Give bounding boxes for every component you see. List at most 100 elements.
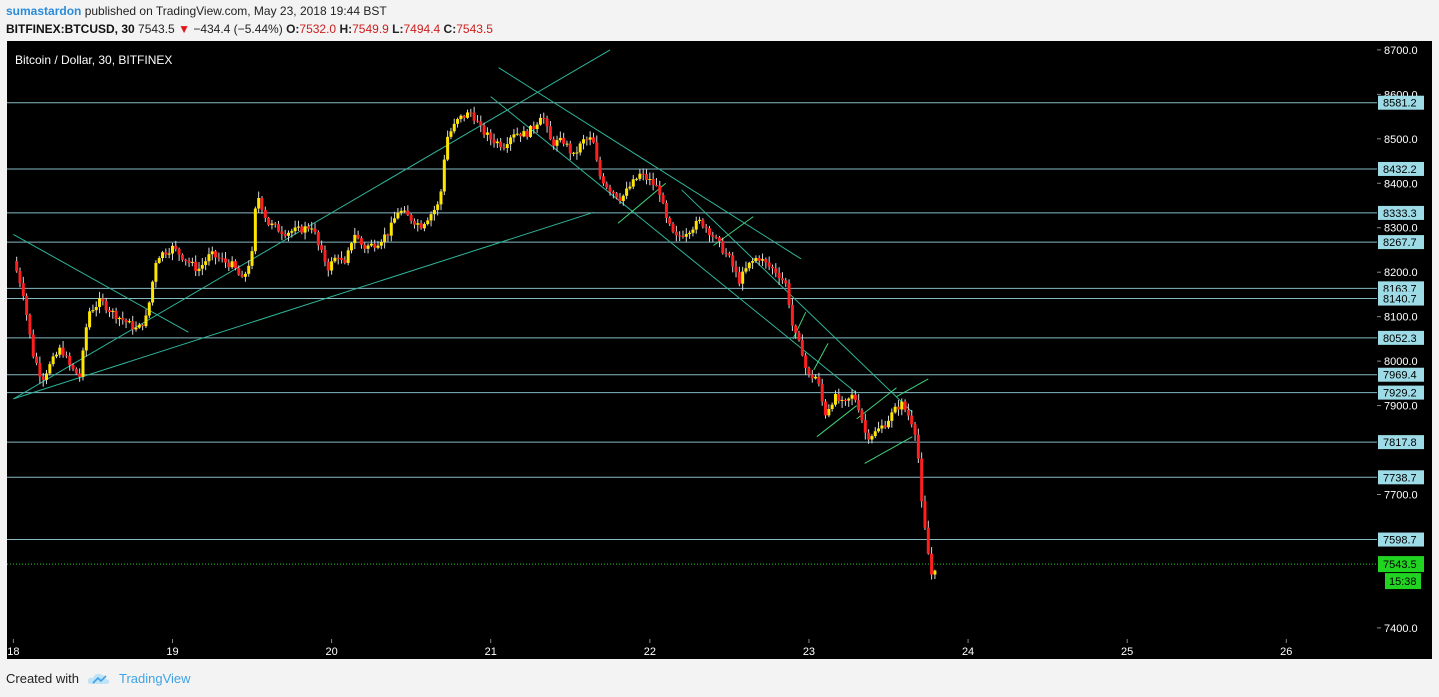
candle-up: [170, 245, 174, 254]
candle-down: [214, 251, 218, 258]
candle-down: [177, 248, 181, 255]
candle-down: [651, 179, 655, 185]
candle-up: [147, 302, 151, 316]
candle-down: [654, 184, 658, 186]
candle-down: [174, 245, 178, 249]
candle-down: [681, 236, 685, 238]
candle-up: [247, 265, 251, 274]
time-tick-label: 19: [166, 646, 178, 658]
candle-down: [519, 133, 523, 137]
time-tick-label: 18: [7, 646, 19, 658]
candle-down: [661, 194, 665, 203]
candle-up: [578, 143, 582, 153]
candle-down: [194, 261, 198, 272]
candle-up: [694, 221, 698, 230]
current-price-label: 7543.5: [1383, 559, 1417, 571]
candle-up: [91, 310, 95, 312]
candle-down: [406, 210, 410, 216]
candle-down: [804, 355, 808, 369]
candle-up: [48, 364, 52, 374]
candle-down: [737, 272, 741, 284]
candle-up: [522, 131, 526, 137]
price-tick-label: 8000.0: [1384, 356, 1418, 368]
trend-line: [13, 233, 189, 333]
candle-down: [767, 262, 771, 267]
author-link[interactable]: sumastardon: [6, 4, 82, 18]
candle-down: [797, 332, 801, 341]
trend-line: [13, 211, 595, 400]
horizontal-levels: [7, 102, 1377, 565]
candle-down: [25, 295, 29, 315]
candle-down: [78, 373, 82, 377]
candle-up: [890, 412, 894, 421]
candle-up: [877, 428, 881, 432]
candle-down: [770, 266, 774, 269]
candle-down: [658, 185, 662, 195]
candle-down: [903, 401, 907, 410]
tradingview-brand-link[interactable]: TradingView: [118, 671, 191, 686]
level-label: 8581.2: [1383, 98, 1417, 110]
candle-up: [204, 261, 208, 265]
candle-down: [104, 301, 108, 311]
candle-up: [456, 119, 460, 124]
candle-up: [761, 259, 765, 261]
candle-up: [250, 251, 254, 266]
candle-up: [426, 220, 430, 225]
high-label: H:: [339, 22, 353, 36]
candle-down: [38, 363, 42, 377]
candle-down: [701, 219, 705, 227]
candle-down: [101, 298, 105, 302]
candle-up: [167, 253, 171, 255]
candle-down: [913, 424, 917, 435]
candle-down: [671, 223, 675, 232]
high-value: 7549.9: [352, 22, 389, 36]
level-label-box: [1378, 205, 1424, 220]
candle-down: [780, 278, 784, 281]
time-tick-label: 26: [1280, 646, 1292, 658]
time-axis[interactable]: 18 19 20 21 22 23 24 25 26: [7, 639, 1292, 658]
level-label: 7969.4: [1383, 370, 1417, 382]
candle-up: [243, 273, 247, 277]
candle-up: [691, 229, 695, 233]
candle-down: [608, 187, 612, 192]
time-tick-label: 22: [644, 646, 656, 658]
low-value: 7494.4: [403, 22, 441, 36]
price-axis[interactable]: 7400.0 7700.0 7900.0 8000.0 8100.0 8200.0 8300…: [1377, 45, 1424, 635]
time-tick-label: 25: [1121, 646, 1133, 658]
price-tick-label: 8400.0: [1384, 178, 1418, 190]
candle-down: [386, 234, 390, 236]
candle-down: [585, 139, 589, 141]
candle-down: [721, 241, 725, 254]
candle-up: [528, 125, 532, 137]
candle-down: [704, 226, 708, 229]
candle-down: [472, 112, 476, 121]
candle-down: [180, 254, 184, 260]
candle-down: [340, 257, 344, 260]
candle-down: [280, 231, 284, 235]
level-label: 7929.2: [1383, 388, 1417, 400]
time-tick-label: 20: [325, 646, 337, 658]
candle-up: [157, 258, 161, 263]
candle-down: [61, 347, 65, 356]
candle-down: [532, 125, 536, 130]
candle-down: [373, 243, 377, 248]
candle-up: [459, 115, 463, 120]
level-label: 8052.3: [1383, 333, 1417, 345]
candle-up: [698, 219, 702, 222]
candle-down: [896, 406, 900, 410]
candle-down: [313, 228, 317, 232]
level-label-box: [1378, 235, 1424, 250]
candle-down: [277, 224, 281, 232]
candle-up: [45, 373, 49, 380]
candle-down: [568, 143, 572, 154]
symbol-label[interactable]: BITFINEX:BTCUSD, 30: [6, 22, 135, 36]
candle-down: [499, 141, 503, 148]
chart-title: Bitcoin / Dollar, 30, BITFINEX: [15, 53, 172, 67]
candle-down: [141, 324, 145, 327]
candle-down: [260, 198, 264, 210]
candle-down: [711, 235, 715, 237]
candle-down: [187, 260, 191, 263]
level-label-box: [1378, 367, 1424, 382]
candle-down: [21, 283, 25, 296]
